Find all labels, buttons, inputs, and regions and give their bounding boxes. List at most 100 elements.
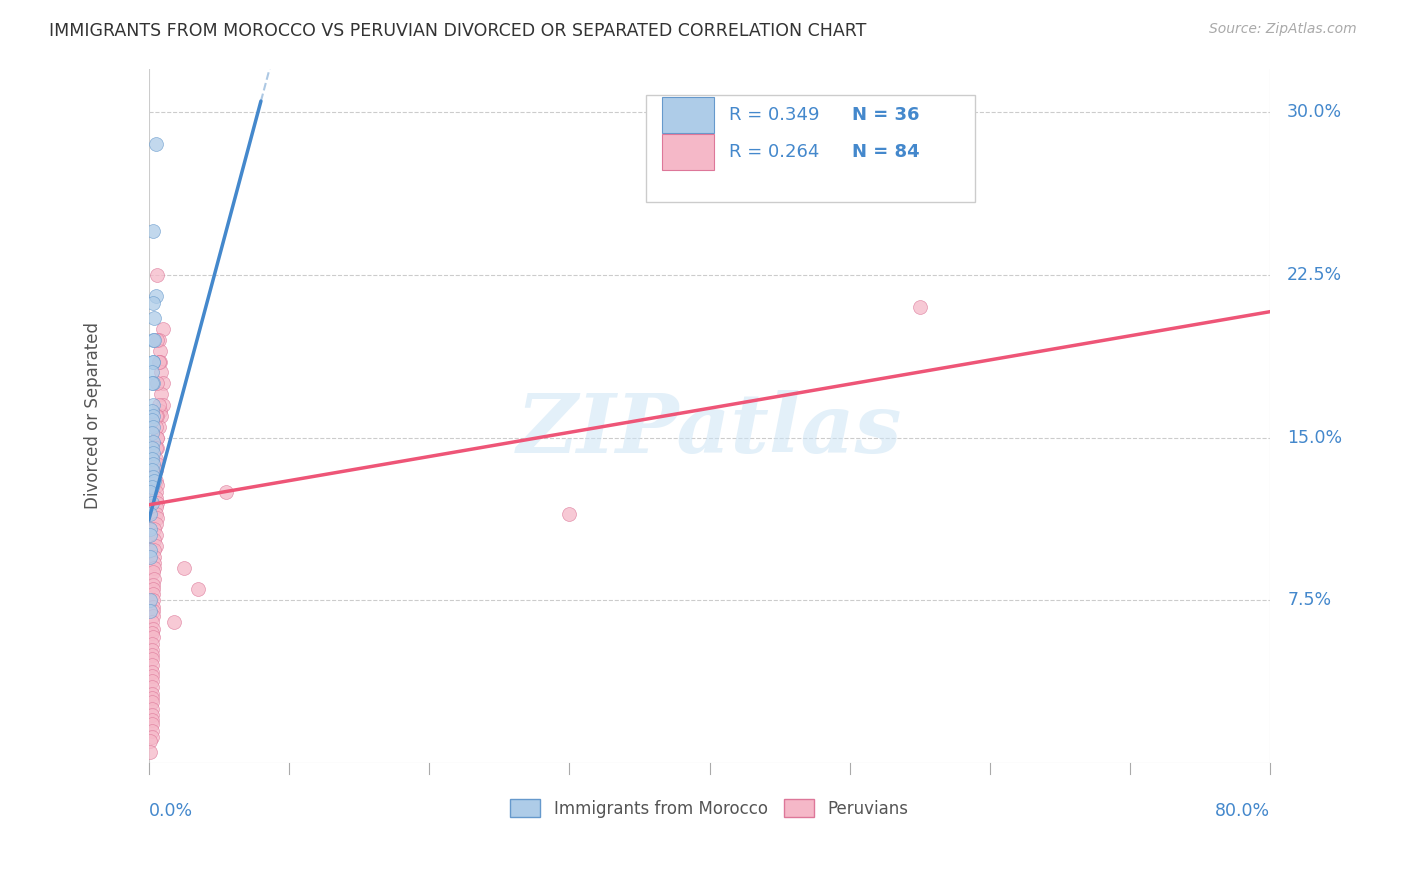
Point (908, 300, 931, 314)
Point (142, 434, 165, 449)
Point (141, 426, 163, 441)
Point (145, 539, 167, 553)
Point (145, 442, 167, 456)
Text: 80.0%: 80.0% (1215, 802, 1270, 821)
Point (141, 713, 163, 727)
Point (145, 137, 167, 152)
Point (139, 484, 162, 499)
Point (145, 409, 167, 423)
Text: IMMIGRANTS FROM MOROCCO VS PERUVIAN DIVORCED OR SEPARATED CORRELATION CHART: IMMIGRANTS FROM MOROCCO VS PERUVIAN DIVO… (49, 22, 866, 40)
Point (173, 561, 195, 575)
Text: 30.0%: 30.0% (1286, 103, 1343, 121)
Point (139, 593, 162, 607)
Point (145, 452, 167, 467)
Point (141, 637, 163, 651)
Point (142, 630, 165, 644)
Point (139, 604, 162, 618)
Point (141, 626, 163, 640)
Point (142, 582, 165, 597)
Point (141, 413, 163, 427)
Point (142, 587, 165, 601)
Point (143, 561, 166, 575)
Point (141, 463, 163, 477)
Point (142, 419, 165, 434)
Point (149, 343, 172, 358)
Point (146, 431, 169, 445)
Point (150, 366, 173, 380)
Point (142, 398, 165, 412)
Point (187, 582, 209, 597)
FancyBboxPatch shape (645, 95, 976, 202)
Point (145, 484, 167, 499)
Point (145, 463, 167, 477)
Text: R = 0.264: R = 0.264 (728, 143, 818, 161)
Point (142, 224, 165, 238)
Text: R = 0.349: R = 0.349 (728, 106, 820, 124)
Point (142, 354, 165, 368)
Point (163, 615, 186, 629)
Point (142, 593, 165, 607)
Point (142, 457, 165, 471)
Point (146, 496, 169, 510)
Point (141, 723, 163, 738)
Point (148, 354, 170, 368)
Point (146, 409, 169, 423)
Point (215, 484, 238, 499)
Point (148, 398, 170, 412)
Point (139, 745, 162, 759)
Point (558, 507, 581, 521)
Point (141, 673, 163, 688)
Text: 0.0%: 0.0% (149, 802, 193, 821)
Point (150, 387, 173, 401)
Point (146, 268, 169, 282)
Point (146, 442, 169, 456)
Point (141, 404, 163, 418)
Point (146, 376, 169, 391)
Point (143, 543, 166, 558)
Point (141, 695, 163, 709)
Point (145, 289, 167, 303)
Point (142, 622, 165, 636)
Point (149, 404, 172, 418)
Point (143, 533, 166, 547)
Point (146, 478, 169, 492)
Point (141, 442, 163, 456)
Point (141, 480, 163, 494)
Point (148, 354, 170, 368)
Point (141, 730, 163, 744)
Point (139, 522, 162, 536)
Point (139, 734, 162, 748)
Point (141, 376, 163, 391)
Point (142, 469, 165, 483)
Text: N = 36: N = 36 (852, 106, 920, 124)
Point (146, 457, 169, 471)
Point (146, 511, 169, 525)
Point (145, 517, 167, 532)
Point (141, 643, 163, 657)
Point (142, 296, 165, 310)
Point (142, 354, 165, 368)
Point (145, 528, 167, 542)
Text: Divorced or Separated: Divorced or Separated (84, 322, 101, 509)
Point (143, 549, 166, 564)
Point (143, 474, 166, 488)
Point (146, 431, 169, 445)
Text: ZIPatlas: ZIPatlas (517, 390, 903, 470)
Point (152, 376, 174, 391)
FancyBboxPatch shape (662, 97, 714, 133)
Point (141, 658, 163, 673)
Point (152, 398, 174, 412)
Point (142, 608, 165, 623)
Point (141, 652, 163, 666)
Point (143, 311, 166, 326)
Point (141, 680, 163, 694)
Point (145, 419, 167, 434)
Point (142, 578, 165, 592)
Point (141, 708, 163, 723)
Point (142, 409, 165, 423)
Point (142, 599, 165, 614)
Point (142, 604, 165, 618)
Text: 22.5%: 22.5% (1286, 266, 1343, 284)
Point (150, 409, 173, 423)
Point (141, 669, 163, 683)
